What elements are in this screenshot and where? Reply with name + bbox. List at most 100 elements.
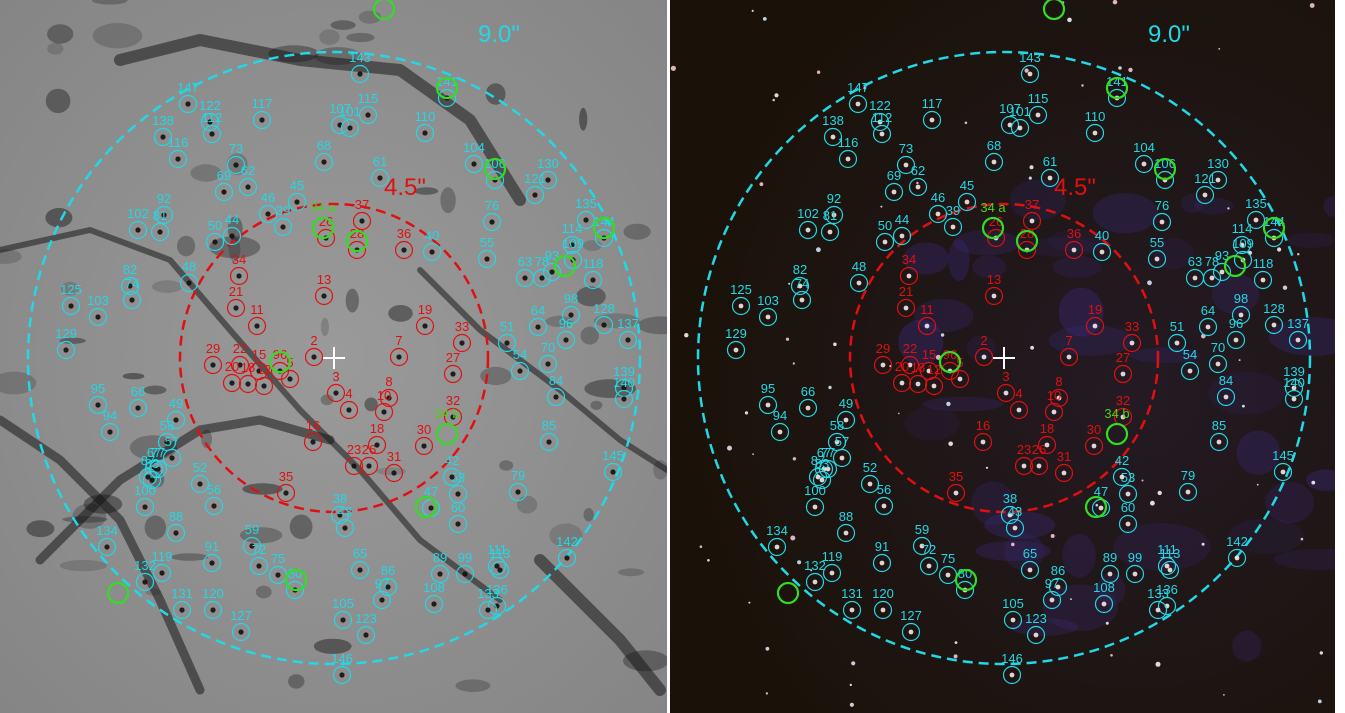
source-marker-outer xyxy=(957,192,977,212)
source-marker-inner xyxy=(1044,402,1064,422)
source-marker-outer xyxy=(154,205,174,225)
source-label: 67 xyxy=(817,445,831,460)
source-point xyxy=(421,443,427,449)
source-point xyxy=(256,563,262,569)
source-marker-outer xyxy=(464,154,484,174)
nebula-patch xyxy=(1047,229,1109,252)
source-label: 135 xyxy=(1245,196,1267,211)
source-point xyxy=(471,161,477,167)
source-label: 79 xyxy=(511,468,525,483)
source-point xyxy=(733,347,739,353)
dust-patch xyxy=(653,460,667,480)
source-label: 82 xyxy=(793,262,807,277)
dust-patch xyxy=(583,508,594,522)
source-label: 3 xyxy=(1002,369,1009,384)
source-label: 11 xyxy=(920,302,934,317)
source-label: 16 xyxy=(976,418,990,433)
source-point xyxy=(1291,385,1297,391)
source-marker-inner xyxy=(899,266,919,286)
source-label: 116 xyxy=(838,135,859,150)
source-point xyxy=(245,381,251,387)
source-point xyxy=(825,466,831,472)
source-marker-inner xyxy=(304,347,324,367)
source-marker-outer xyxy=(618,330,638,350)
source-marker-outer xyxy=(166,523,186,543)
source-marker-inner xyxy=(917,316,937,336)
source-label: 2 xyxy=(310,333,317,348)
source-point xyxy=(211,503,217,509)
source-label: 44 xyxy=(225,212,239,227)
dust-patch xyxy=(47,24,74,44)
source-marker-outer xyxy=(528,317,548,337)
nebula-patch xyxy=(975,541,1051,561)
source-label: 34 xyxy=(902,252,916,267)
source-label: 113 xyxy=(490,546,511,561)
field-star xyxy=(1256,483,1259,486)
source-point xyxy=(980,439,986,445)
source-point xyxy=(261,383,267,389)
source-marker-inner xyxy=(303,432,323,452)
highlighted-source-marker xyxy=(435,76,459,100)
source-marker-outer xyxy=(314,152,334,172)
source-point xyxy=(1205,324,1211,330)
source-point xyxy=(522,275,528,281)
source-label: 63 xyxy=(1188,254,1202,269)
dust-patch xyxy=(152,280,183,293)
source-marker-inner xyxy=(1014,456,1034,476)
source-point xyxy=(590,277,596,283)
source-label: 77 xyxy=(151,445,165,460)
source-point xyxy=(104,544,110,550)
source-marker-outer xyxy=(1157,596,1177,616)
nebula-patch xyxy=(1009,179,1066,221)
source-label: 50 xyxy=(208,218,222,233)
source-point xyxy=(1132,571,1138,577)
source-label: 75 xyxy=(941,551,955,566)
source-label: 79 xyxy=(1181,468,1195,483)
source-point xyxy=(431,601,437,607)
source-marker-outer xyxy=(838,149,858,169)
source-label: 113 xyxy=(1160,546,1181,561)
source-point xyxy=(504,340,510,346)
source-label: 16 xyxy=(306,418,320,433)
source-point xyxy=(553,394,559,400)
source-label: 48 xyxy=(182,259,196,274)
source-marker-outer xyxy=(490,560,510,580)
source-marker-inner xyxy=(1009,400,1029,420)
source-label: 137 xyxy=(1287,316,1309,331)
source-point xyxy=(881,503,887,509)
source-point xyxy=(275,572,281,578)
source-marker-outer xyxy=(1020,560,1040,580)
source-label: 120 xyxy=(202,586,224,601)
source-marker-outer xyxy=(1231,305,1251,325)
source-label: 85 xyxy=(1212,418,1226,433)
dust-patch xyxy=(92,0,128,5)
dust-patch xyxy=(59,560,108,572)
source-point xyxy=(1092,130,1098,136)
source-marker-inner xyxy=(443,364,463,384)
source-point xyxy=(233,305,239,311)
source-point xyxy=(333,390,339,396)
field-star xyxy=(1317,699,1322,704)
dust-patch xyxy=(47,42,64,55)
source-marker-outer xyxy=(1233,250,1253,270)
source-marker-outer xyxy=(424,594,444,614)
source-point xyxy=(157,229,163,235)
source-marker-outer xyxy=(912,536,932,556)
source-marker-outer xyxy=(122,290,142,310)
source-marker-outer xyxy=(822,563,842,583)
source-marker-inner xyxy=(359,456,379,476)
source-label: 118 xyxy=(1253,256,1274,271)
source-marker-outer xyxy=(614,389,634,409)
source-marker-inner xyxy=(1049,388,1069,408)
highlighted-source-marker xyxy=(553,254,577,278)
source-point xyxy=(1036,463,1042,469)
inner-aperture-circle xyxy=(848,202,1160,514)
source-marker-outer xyxy=(487,556,507,576)
source-label: 29 xyxy=(206,341,220,356)
source-marker-outer xyxy=(798,220,818,240)
source-point xyxy=(569,242,575,248)
nebula-patch xyxy=(1023,237,1099,257)
source-label: 39 xyxy=(946,203,960,218)
